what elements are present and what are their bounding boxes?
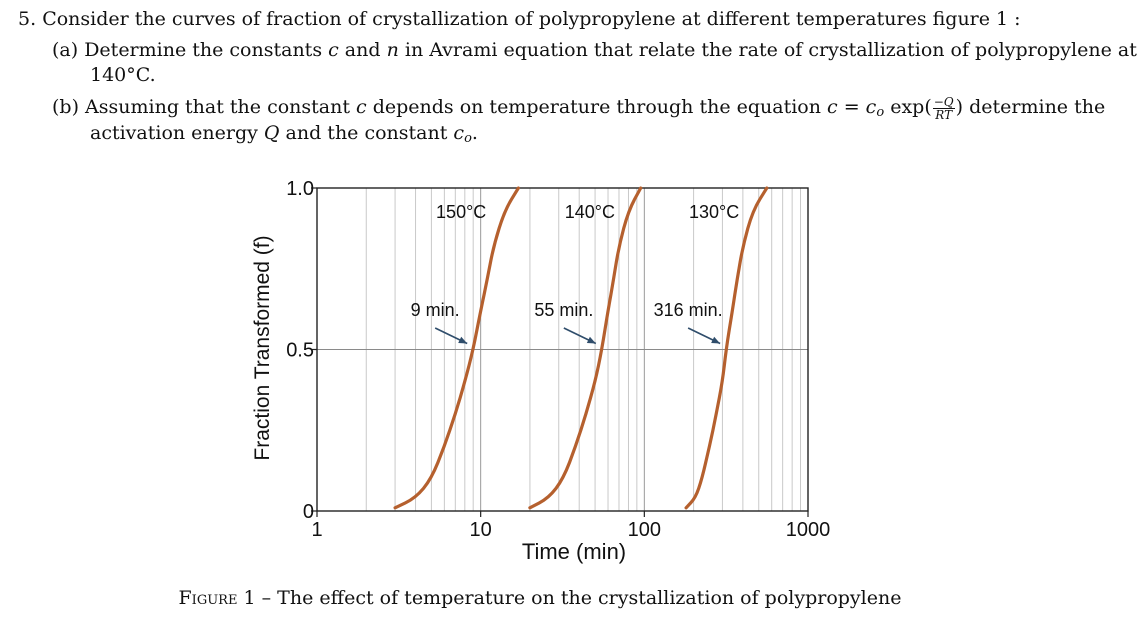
x-tick-label: 10 [470, 519, 492, 541]
x-tick-label: 1000 [786, 519, 831, 541]
part-a-text-pre: Determine the constants [84, 39, 329, 61]
half-time-label-1: 55 min. [534, 300, 593, 320]
part-b-label: (b) [52, 96, 79, 118]
part-b-line2-post: . [471, 122, 478, 144]
part-a-text-post: in Avrami equation that relate the rate … [398, 39, 1137, 61]
var-n: n [386, 39, 399, 61]
part-b-text-mid: depends on temperature through the equat… [366, 96, 828, 118]
chart-annotations: 150°C 9 min. 140°C 55 min. 130°C 316 min. [411, 202, 739, 345]
eq-c0-sub: o [876, 105, 885, 120]
chart-axes: 0 0.5 1.0 1 10 100 1000 [286, 178, 830, 541]
series-label-2: 130°C [689, 202, 739, 222]
var-Q: Q [263, 122, 280, 144]
part-b-line2-pre: activation energy [90, 122, 264, 144]
caption-text: The effect of temperature on the crystal… [277, 587, 902, 609]
crystallization-chart: 0 0.5 1.0 1 10 100 1000 150°C 9 min. 140°C 55 min… [251, 178, 830, 564]
var-c: c [328, 39, 339, 61]
eq-c0: c [865, 96, 877, 118]
caption-sep: – [255, 587, 278, 609]
curve-2 [684, 186, 769, 510]
y-tick-label: 0.5 [286, 340, 314, 362]
eq-frac-den: RT [935, 107, 953, 122]
curve-1 [528, 186, 643, 510]
y-tick-label: 0 [303, 501, 314, 523]
var-c0: c [453, 122, 465, 144]
eq-close: ) [955, 96, 964, 118]
problem-intro: 5. Consider the curves of fraction of cr… [18, 7, 1021, 32]
half-time-arrowhead-1 [586, 336, 596, 344]
part-a-line1: (a) Determine the constants c and n in A… [52, 38, 1137, 63]
part-a-line2: 140°C. [90, 64, 156, 86]
problem-intro-text: Consider the curves of fraction of cryst… [42, 8, 1021, 30]
var-c0-sub: o [464, 131, 472, 146]
half-time-arrowhead-0 [458, 336, 468, 344]
eq-exp: exp( [884, 96, 932, 118]
chart-grid [317, 188, 808, 511]
part-b-line2: activation energy Q and the constant co. [90, 121, 478, 151]
series-label-0: 150°C [436, 202, 486, 222]
chart-curves [393, 186, 769, 510]
half-time-arrowhead-2 [711, 336, 721, 344]
part-a-label: (a) [52, 39, 79, 61]
eq-lhs: c [827, 96, 838, 118]
eq-fraction: −Q RT [932, 94, 955, 122]
x-tick-label: 100 [628, 519, 661, 541]
curve-0 [393, 186, 520, 510]
part-b-text-post: determine the [963, 96, 1106, 118]
y-tick-label: 1.0 [286, 178, 314, 200]
series-label-1: 140°C [565, 202, 615, 222]
part-b-line2-mid: and the constant [279, 122, 454, 144]
part-b-line1: (b) Assuming that the constant c depends… [52, 95, 1105, 125]
var-c: c [356, 96, 367, 118]
half-time-label-0: 9 min. [411, 300, 460, 320]
part-a-and: and [338, 39, 387, 61]
part-b-text-pre: Assuming that the constant [85, 96, 357, 118]
eq-sign: = [837, 96, 866, 118]
eq-frac-num: −Q [932, 94, 955, 109]
figure-caption: Figure 1 – The effect of temperature on … [0, 587, 1080, 609]
problem-number: 5. [18, 8, 37, 30]
x-tick-label: 1 [311, 519, 322, 541]
caption-label: Figure 1 [178, 587, 256, 609]
half-time-label-2: 316 min. [654, 300, 723, 320]
y-axis-label: Fraction Transformed (f) [251, 235, 274, 460]
x-axis-label: Time (min) [522, 539, 626, 564]
